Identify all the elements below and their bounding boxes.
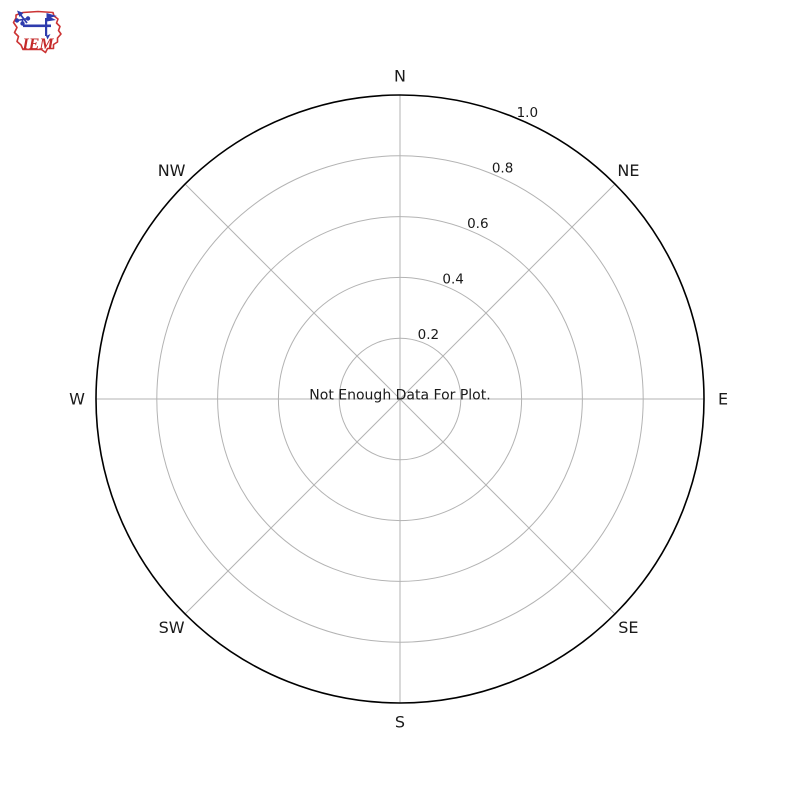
iem-logo-text: IEM (22, 36, 55, 53)
vane-shaft (19, 13, 28, 24)
direction-label-s: S (395, 713, 405, 732)
grid-ring (217, 216, 583, 582)
spoke-nw (184, 183, 401, 400)
post-arrowhead (46, 34, 51, 40)
anemometer-cup (14, 18, 20, 23)
spoke-se (399, 398, 616, 615)
center-note: Not Enough Data For Plot. (309, 388, 490, 404)
iem-logo: IEM (12, 10, 62, 54)
spoke-ne (399, 183, 616, 400)
direction-label-nw: NW (158, 161, 186, 180)
direction-label-ne: NE (617, 161, 639, 180)
direction-label-se: SE (618, 618, 638, 637)
direction-label-n: N (394, 67, 406, 86)
radial-tick-label: 0.8 (492, 161, 513, 177)
radial-tick-label: 0.6 (467, 216, 488, 232)
grid-ring (338, 337, 462, 461)
anemometer-cup (20, 21, 25, 26)
outer-ring (95, 94, 705, 704)
instrument-post (45, 18, 48, 36)
grid-ring (277, 276, 523, 522)
grid-ring (156, 155, 644, 643)
weather-instrument-icon (14, 10, 57, 40)
direction-label-w: W (69, 390, 85, 409)
spoke-sw (184, 398, 401, 615)
instrument-crossbar (23, 24, 51, 28)
direction-label-e: E (718, 390, 728, 409)
radial-tick-label: 1.0 (517, 105, 538, 121)
vane-arrowhead (17, 10, 24, 17)
radial-tick-label: 0.2 (418, 327, 439, 343)
direction-label-sw: SW (159, 618, 185, 637)
radial-tick-label: 0.4 (442, 272, 463, 288)
anemometer-cup (25, 16, 31, 21)
wind-vane-flag (46, 13, 57, 22)
